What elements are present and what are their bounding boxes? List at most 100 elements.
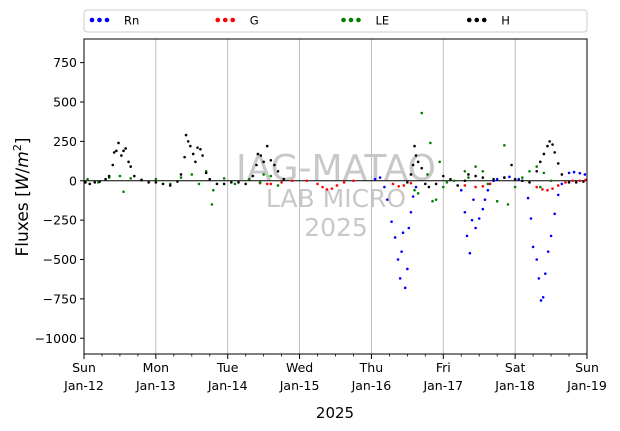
x-tick-label-day-1: Mon (143, 360, 169, 375)
y-label-unit-w: W (13, 172, 33, 190)
point-g-20 (488, 182, 492, 186)
point-rn-18 (465, 234, 469, 238)
point-le-46 (542, 171, 546, 175)
point-rn-19 (468, 251, 472, 255)
point-g-11 (342, 181, 346, 184)
point-rn-13 (409, 210, 413, 214)
point-le-30 (441, 185, 445, 189)
grid (155, 39, 516, 354)
point-rn-7 (398, 277, 402, 280)
point-h-50 (409, 173, 413, 176)
x-tick-label-day-6: Sat (505, 360, 526, 375)
point-h-12 (124, 147, 127, 150)
point-le-26 (429, 141, 432, 145)
legend: Rn G LE H (83, 9, 588, 33)
point-h-74 (542, 152, 546, 156)
point-le-3 (118, 174, 122, 178)
point-rn-4 (390, 220, 393, 223)
point-h-31 (201, 154, 204, 157)
point-h-73 (538, 160, 542, 164)
point-rn-35 (531, 245, 535, 249)
point-h-46 (273, 163, 276, 167)
y-label-open: [ (13, 190, 33, 197)
point-rn-14 (411, 195, 415, 198)
legend-marker-g-2 (230, 17, 236, 23)
x-axis-label: 2025 (316, 404, 354, 422)
point-rn-40 (544, 272, 547, 275)
point-h-66 (492, 177, 495, 181)
y-label-exp: 2 (11, 144, 24, 151)
watermark-line3: 2025 (304, 213, 368, 242)
point-rn-32 (517, 177, 521, 181)
point-rn-31 (508, 175, 511, 179)
point-h-30 (199, 147, 202, 151)
point-h-55 (420, 166, 424, 170)
point-g-26 (564, 181, 567, 184)
point-h-71 (528, 181, 531, 184)
point-g-17 (463, 184, 467, 187)
point-h-61 (456, 184, 459, 187)
point-g-29 (584, 178, 587, 182)
point-h-53 (414, 154, 418, 157)
point-le-31 (445, 181, 449, 184)
point-le-22 (413, 188, 416, 192)
point-le-24 (420, 111, 424, 115)
y-label-unit-m: m (13, 151, 33, 168)
point-g-18 (474, 185, 477, 189)
point-h-47 (276, 170, 280, 173)
point-h-45 (269, 158, 273, 162)
point-le-15 (222, 177, 226, 180)
series-h (84, 133, 585, 189)
point-le-32 (452, 179, 456, 183)
x-tick-label-day-0: Sun (72, 360, 96, 375)
point-h-49 (406, 181, 409, 184)
point-h-68 (510, 163, 513, 167)
point-le-21 (276, 184, 280, 187)
legend-item-rn: Rn (89, 14, 139, 28)
point-g-12 (352, 179, 355, 183)
point-rn-8 (400, 250, 403, 253)
x-tick-label-date-2: Jan-14 (207, 378, 248, 393)
point-h-60 (449, 177, 452, 181)
point-rn-0 (373, 177, 377, 181)
point-rn-3 (385, 198, 389, 201)
point-rn-9 (401, 231, 405, 235)
data-points (84, 111, 587, 302)
y-tick-label-7: −1000 (35, 331, 77, 346)
point-g-10 (335, 184, 339, 187)
point-h-32 (204, 171, 208, 175)
point-h-28 (194, 160, 197, 164)
legend-marker-le-0 (341, 17, 346, 23)
point-le-40 (506, 203, 510, 206)
point-h-78 (553, 151, 556, 154)
point-rn-49 (583, 173, 587, 176)
point-le-11 (197, 182, 201, 186)
x-tick-label-date-4: Jan-16 (351, 378, 392, 393)
point-g-7 (321, 185, 324, 189)
point-rn-38 (539, 299, 543, 302)
point-h-48 (282, 177, 286, 181)
point-g-6 (316, 182, 319, 186)
point-le-39 (503, 144, 506, 147)
point-rn-21 (472, 198, 475, 201)
legend-marker-h-0 (466, 17, 472, 23)
point-h-51 (411, 163, 415, 167)
point-h-6 (111, 163, 115, 167)
point-le-41 (513, 185, 517, 189)
point-h-36 (230, 181, 233, 184)
point-h-52 (413, 144, 416, 148)
point-h-2 (93, 181, 97, 184)
point-h-63 (467, 173, 470, 176)
point-h-56 (424, 182, 427, 186)
point-h-1 (88, 182, 92, 186)
point-h-3 (98, 180, 102, 183)
y-label-close: ] (13, 138, 33, 145)
point-rn-6 (396, 258, 400, 261)
point-g-4 (291, 179, 294, 183)
point-h-77 (551, 143, 554, 146)
point-le-44 (535, 165, 538, 168)
point-le-19 (262, 173, 265, 176)
point-h-4 (104, 177, 107, 181)
point-rn-36 (535, 258, 538, 261)
point-rn-16 (459, 188, 463, 192)
